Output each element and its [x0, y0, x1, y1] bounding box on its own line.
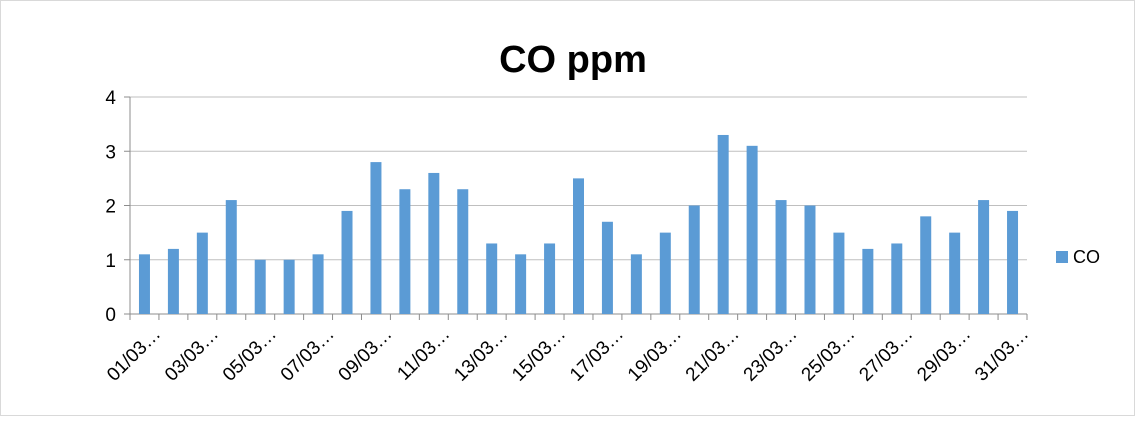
y-tick-label: 2	[105, 197, 116, 218]
y-tick-label: 1	[105, 251, 116, 272]
bar	[573, 178, 584, 314]
bar	[949, 232, 961, 314]
bar	[775, 200, 787, 314]
bar	[833, 232, 845, 314]
bar	[225, 200, 237, 314]
bar	[746, 145, 758, 314]
bar	[601, 221, 613, 314]
legend-swatch	[1056, 251, 1068, 263]
bar	[399, 189, 411, 314]
bar	[862, 248, 874, 314]
bar	[196, 232, 208, 314]
bar	[283, 259, 295, 314]
bar	[138, 254, 150, 314]
bar	[341, 210, 353, 314]
legend-label: CO	[1073, 247, 1100, 267]
y-tick-label: 3	[105, 142, 116, 163]
bar	[659, 232, 671, 314]
bar	[717, 134, 729, 314]
y-tick-label: 0	[105, 305, 116, 326]
bar	[688, 205, 700, 314]
y-tick-label: 4	[105, 88, 116, 109]
bar	[544, 243, 556, 314]
bar	[457, 189, 469, 314]
bar	[978, 200, 990, 314]
bar	[1007, 210, 1019, 314]
bar	[370, 162, 382, 314]
bar	[254, 259, 266, 314]
legend: CO	[1056, 247, 1100, 267]
bar	[804, 205, 816, 314]
bar	[167, 248, 179, 314]
bars	[138, 134, 1019, 314]
bar	[515, 254, 527, 314]
bar	[428, 172, 440, 314]
chart-title: CO ppm	[499, 39, 647, 81]
bar	[312, 254, 324, 314]
y-tick-labels: 0 1 2 3 4	[105, 88, 116, 326]
bar	[891, 243, 903, 314]
bar	[920, 216, 932, 314]
bar	[630, 254, 642, 314]
bar	[486, 243, 498, 314]
